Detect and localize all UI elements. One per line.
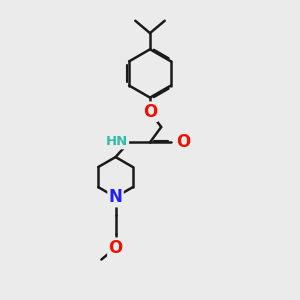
Text: N: N [109,188,122,206]
Text: O: O [176,133,190,151]
Text: O: O [143,103,157,121]
Text: O: O [108,239,123,257]
Text: HN: HN [106,135,128,148]
